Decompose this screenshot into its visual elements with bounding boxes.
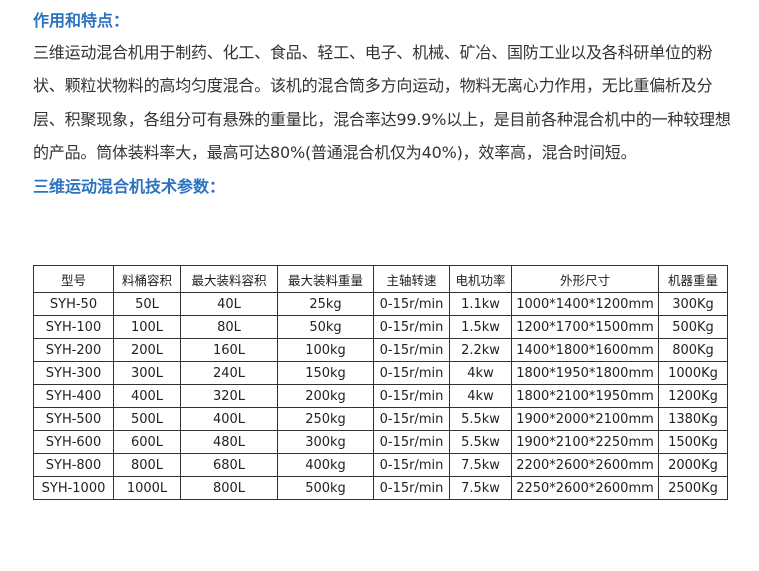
column-header: 外形尺寸 bbox=[511, 265, 659, 293]
table-row: SYH-1000 1000L 800L 500kg 0-15r/min 7.5kw 2250… bbox=[33, 476, 728, 500]
table-cell: 50L bbox=[113, 292, 181, 316]
column-header: 主轴转速 bbox=[373, 265, 450, 293]
table-row: SYH-400 400L 320L 200kg 0-15r/min 4kw 1800*210… bbox=[33, 384, 728, 408]
column-header: 机器重量 bbox=[658, 265, 728, 293]
table-cell: 300Kg bbox=[658, 292, 728, 316]
table-cell: 40L bbox=[180, 292, 278, 316]
table-cell: 100kg bbox=[277, 338, 374, 362]
column-header: 料桶容积 bbox=[113, 265, 181, 293]
table-cell: 2500Kg bbox=[658, 476, 728, 500]
table-cell: 1500Kg bbox=[658, 430, 728, 454]
table-cell: 0-15r/min bbox=[373, 430, 450, 454]
table-cell: SYH-100 bbox=[33, 315, 114, 339]
table-cell: 7.5kw bbox=[449, 476, 512, 500]
table-cell: 1200*1700*1500mm bbox=[511, 315, 659, 339]
specs-table: 型号 料桶容积 最大装料容积 最大装料重量 主轴转速 电机功率 外形尺寸 机器重量 SYH-5… bbox=[33, 265, 728, 500]
table-cell: 1000L bbox=[113, 476, 181, 500]
table-cell: 100L bbox=[113, 315, 181, 339]
features-paragraph: 三维运动混合机用于制药、化工、食品、轻工、电子、机械、矿冶、国防工业以及各科研单… bbox=[33, 43, 731, 163]
specs-heading: 三维运动混合机技术参数： bbox=[33, 176, 226, 196]
table-cell: 7.5kw bbox=[449, 453, 512, 477]
table-cell: 800Kg bbox=[658, 338, 728, 362]
table-cell: 500kg bbox=[277, 476, 374, 500]
table-cell: 0-15r/min bbox=[373, 384, 450, 408]
table-cell: 680L bbox=[180, 453, 278, 477]
table-cell: 400kg bbox=[277, 453, 374, 477]
table-cell: 1.5kw bbox=[449, 315, 512, 339]
table-cell: 2250*2600*2600mm bbox=[511, 476, 659, 500]
features-heading: 作用和特点： bbox=[33, 11, 130, 30]
table-row: SYH-300 300L 240L 150kg 0-15r/min 4kw 1800*195… bbox=[33, 361, 728, 385]
table-cell: 0-15r/min bbox=[373, 407, 450, 431]
table-cell: 500L bbox=[113, 407, 181, 431]
table-cell: 0-15r/min bbox=[373, 292, 450, 316]
table-cell: 80L bbox=[180, 315, 278, 339]
table-row: SYH-600 600L 480L 300kg 0-15r/min 5.5kw 1900*2… bbox=[33, 430, 728, 454]
table-cell: 800L bbox=[180, 476, 278, 500]
table-cell: 1400*1800*1600mm bbox=[511, 338, 659, 362]
table-row: SYH-200 200L 160L 100kg 0-15r/min 2.2kw 1400*1… bbox=[33, 338, 728, 362]
table-cell: 25kg bbox=[277, 292, 374, 316]
table-cell: 240L bbox=[180, 361, 278, 385]
table-cell: 4kw bbox=[449, 361, 512, 385]
table-cell: 1000Kg bbox=[658, 361, 728, 385]
table-cell: 1380Kg bbox=[658, 407, 728, 431]
table-cell: 1000*1400*1200mm bbox=[511, 292, 659, 316]
table-row: SYH-50 50L 40L 25kg 0-15r/min 1.1kw 1000*1400*… bbox=[33, 292, 728, 316]
table-cell: 300L bbox=[113, 361, 181, 385]
table-cell: 500Kg bbox=[658, 315, 728, 339]
table-cell: 250kg bbox=[277, 407, 374, 431]
table-cell: 2.2kw bbox=[449, 338, 512, 362]
table-cell: 0-15r/min bbox=[373, 338, 450, 362]
table-cell: SYH-800 bbox=[33, 453, 114, 477]
column-header: 最大装料重量 bbox=[277, 265, 374, 293]
table-cell: SYH-400 bbox=[33, 384, 114, 408]
column-header: 最大装料容积 bbox=[180, 265, 278, 293]
table-cell: SYH-50 bbox=[33, 292, 114, 316]
table-cell: 1800*2100*1950mm bbox=[511, 384, 659, 408]
table-row: SYH-500 500L 400L 250kg 0-15r/min 5.5kw 1900*2… bbox=[33, 407, 728, 431]
table-cell: 800L bbox=[113, 453, 181, 477]
table-cell: SYH-200 bbox=[33, 338, 114, 362]
table-row: SYH-800 800L 680L 400kg 0-15r/min 7.5kw 2200*2… bbox=[33, 453, 728, 477]
table-cell: 0-15r/min bbox=[373, 453, 450, 477]
table-cell: 300kg bbox=[277, 430, 374, 454]
table-cell: 150kg bbox=[277, 361, 374, 385]
table-cell: 5.5kw bbox=[449, 407, 512, 431]
table-cell: SYH-500 bbox=[33, 407, 114, 431]
table-cell: 480L bbox=[180, 430, 278, 454]
table-cell: 160L bbox=[180, 338, 278, 362]
table-header-row: 型号 料桶容积 最大装料容积 最大装料重量 主轴转速 电机功率 外形尺寸 机器重量 bbox=[33, 265, 728, 293]
column-header: 型号 bbox=[33, 265, 114, 293]
table-cell: 400L bbox=[113, 384, 181, 408]
table-cell: 200kg bbox=[277, 384, 374, 408]
table-cell: 4kw bbox=[449, 384, 512, 408]
table-cell: SYH-600 bbox=[33, 430, 114, 454]
table-cell: 320L bbox=[180, 384, 278, 408]
table-cell: 2000Kg bbox=[658, 453, 728, 477]
table-cell: 0-15r/min bbox=[373, 361, 450, 385]
table-cell: 1200Kg bbox=[658, 384, 728, 408]
table-cell: 50kg bbox=[277, 315, 374, 339]
table-cell: SYH-1000 bbox=[33, 476, 114, 500]
table-cell: 0-15r/min bbox=[373, 315, 450, 339]
column-header: 电机功率 bbox=[449, 265, 512, 293]
table-cell: 0-15r/min bbox=[373, 476, 450, 500]
table-cell: 5.5kw bbox=[449, 430, 512, 454]
table-cell: 400L bbox=[180, 407, 278, 431]
table-cell: 1.1kw bbox=[449, 292, 512, 316]
table-cell: 200L bbox=[113, 338, 181, 362]
table-cell: SYH-300 bbox=[33, 361, 114, 385]
table-cell: 600L bbox=[113, 430, 181, 454]
table-row: SYH-100 100L 80L 50kg 0-15r/min 1.5kw 1200*170… bbox=[33, 315, 728, 339]
content: 作用和特点： 三维运动混合机用于制药、化工、食品、轻工、电子、机械、矿冶、国防工… bbox=[33, 6, 743, 202]
table-cell: 2200*2600*2600mm bbox=[511, 453, 659, 477]
table-cell: 1900*2100*2250mm bbox=[511, 430, 659, 454]
table-cell: 1900*2000*2100mm bbox=[511, 407, 659, 431]
table-cell: 1800*1950*1800mm bbox=[511, 361, 659, 385]
